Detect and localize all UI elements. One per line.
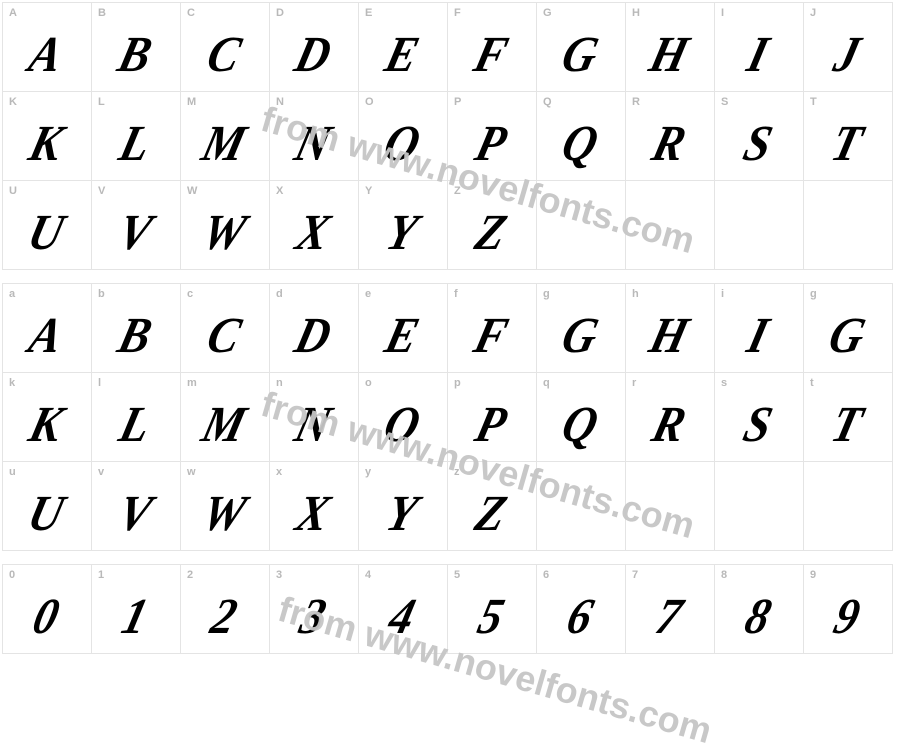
cell[interactable]: dD bbox=[269, 283, 359, 373]
cell[interactable]: 55 bbox=[447, 564, 537, 654]
cell[interactable]: zZ bbox=[447, 461, 537, 551]
row-digits-0: 00 11 22 33 44 55 66 77 88 99 bbox=[3, 565, 908, 654]
cell[interactable]: VV bbox=[91, 180, 181, 270]
cell[interactable]: KK bbox=[2, 91, 92, 181]
cell[interactable]: oO bbox=[358, 372, 448, 462]
cell[interactable]: BB bbox=[91, 2, 181, 92]
cell[interactable]: cC bbox=[180, 283, 270, 373]
character-map: from www.novelfonts.com from www.novelfo… bbox=[3, 3, 908, 654]
cell[interactable]: FF bbox=[447, 2, 537, 92]
cell[interactable]: PP bbox=[447, 91, 537, 181]
cell[interactable]: sS bbox=[714, 372, 804, 462]
cell[interactable]: 33 bbox=[269, 564, 359, 654]
cell[interactable]: yY bbox=[358, 461, 448, 551]
cell[interactable]: lL bbox=[91, 372, 181, 462]
glyph: G bbox=[792, 280, 904, 377]
block-digits: 00 11 22 33 44 55 66 77 88 99 bbox=[3, 565, 908, 654]
cell-empty bbox=[625, 461, 715, 551]
cell[interactable]: eE bbox=[358, 283, 448, 373]
cell-empty bbox=[803, 180, 893, 270]
row-upper-0: AA BB CC DD EE FF GG HH II JJ bbox=[3, 3, 908, 92]
row-upper-1: KK LL MM NN OO PP QQ RR SS TT bbox=[3, 92, 908, 181]
cell-empty bbox=[714, 180, 804, 270]
cell-empty bbox=[714, 461, 804, 551]
cell[interactable]: 44 bbox=[358, 564, 448, 654]
cell[interactable]: mM bbox=[180, 372, 270, 462]
cell[interactable]: AA bbox=[2, 2, 92, 92]
cell[interactable]: OO bbox=[358, 91, 448, 181]
cell[interactable]: pP bbox=[447, 372, 537, 462]
cell[interactable]: II bbox=[714, 2, 804, 92]
cell[interactable]: WW bbox=[180, 180, 270, 270]
cell-empty bbox=[536, 180, 626, 270]
cell[interactable]: EE bbox=[358, 2, 448, 92]
cell[interactable]: gG bbox=[803, 283, 893, 373]
cell[interactable]: QQ bbox=[536, 91, 626, 181]
row-lower-0: aA bB cC dD eE fF gG hH iI gG bbox=[3, 284, 908, 373]
cell[interactable]: wW bbox=[180, 461, 270, 551]
cell[interactable]: DD bbox=[269, 2, 359, 92]
glyph: 9 bbox=[792, 561, 904, 658]
cell[interactable]: hH bbox=[625, 283, 715, 373]
cell[interactable]: aA bbox=[2, 283, 92, 373]
cell-empty bbox=[803, 461, 893, 551]
cell[interactable]: fF bbox=[447, 283, 537, 373]
row-lower-1: kK lL mM nN oO pP qQ rR sS tT bbox=[3, 373, 908, 462]
cell[interactable]: CC bbox=[180, 2, 270, 92]
cell[interactable]: xX bbox=[269, 461, 359, 551]
cell[interactable]: rR bbox=[625, 372, 715, 462]
cell[interactable]: NN bbox=[269, 91, 359, 181]
cell[interactable]: YY bbox=[358, 180, 448, 270]
cell-empty bbox=[625, 180, 715, 270]
cell[interactable]: UU bbox=[2, 180, 92, 270]
cell[interactable]: RR bbox=[625, 91, 715, 181]
cell-empty bbox=[536, 461, 626, 551]
cell[interactable]: vV bbox=[91, 461, 181, 551]
cell[interactable]: nN bbox=[269, 372, 359, 462]
cell[interactable]: 11 bbox=[91, 564, 181, 654]
cell[interactable]: tT bbox=[803, 372, 893, 462]
cell[interactable]: 99 bbox=[803, 564, 893, 654]
glyph: Z bbox=[436, 458, 548, 555]
glyph: J bbox=[792, 0, 904, 95]
cell[interactable]: 00 bbox=[2, 564, 92, 654]
glyph: T bbox=[792, 369, 904, 466]
row-upper-2: UU VV WW XX YY ZZ bbox=[3, 181, 908, 270]
cell[interactable]: qQ bbox=[536, 372, 626, 462]
cell[interactable]: HH bbox=[625, 2, 715, 92]
block-uppercase: AA BB CC DD EE FF GG HH II JJ KK LL MM N… bbox=[3, 3, 908, 270]
cell[interactable]: JJ bbox=[803, 2, 893, 92]
cell[interactable]: 77 bbox=[625, 564, 715, 654]
cell[interactable]: TT bbox=[803, 91, 893, 181]
cell[interactable]: 88 bbox=[714, 564, 804, 654]
cell[interactable]: gG bbox=[536, 283, 626, 373]
cell[interactable]: kK bbox=[2, 372, 92, 462]
cell[interactable]: bB bbox=[91, 283, 181, 373]
charmap-grid: AA BB CC DD EE FF GG HH II JJ KK LL MM N… bbox=[3, 3, 908, 654]
block-lowercase: aA bB cC dD eE fF gG hH iI gG kK lL mM n… bbox=[3, 284, 908, 551]
glyph: Z bbox=[436, 177, 548, 274]
cell[interactable]: 66 bbox=[536, 564, 626, 654]
cell[interactable]: ZZ bbox=[447, 180, 537, 270]
cell[interactable]: GG bbox=[536, 2, 626, 92]
cell[interactable]: 22 bbox=[180, 564, 270, 654]
cell[interactable]: SS bbox=[714, 91, 804, 181]
glyph: T bbox=[792, 88, 904, 185]
cell[interactable]: uU bbox=[2, 461, 92, 551]
cell[interactable]: iI bbox=[714, 283, 804, 373]
cell[interactable]: MM bbox=[180, 91, 270, 181]
cell[interactable]: XX bbox=[269, 180, 359, 270]
row-lower-2: uU vV wW xX yY zZ bbox=[3, 462, 908, 551]
cell[interactable]: LL bbox=[91, 91, 181, 181]
